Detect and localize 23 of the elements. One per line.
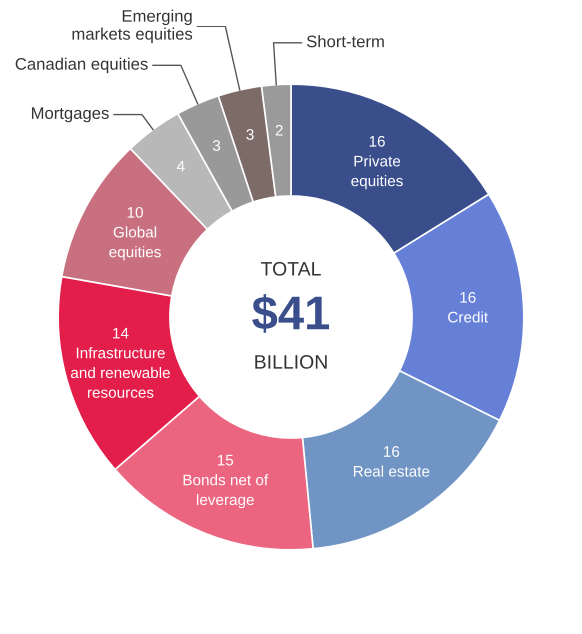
- data-label: 3: [246, 129, 254, 140]
- text: $41: [252, 294, 330, 333]
- slice-label: Global equities: [109, 226, 161, 260]
- slice-label: Credit: [448, 311, 488, 323]
- slice-label: Bonds net of leverage: [184, 474, 268, 508]
- slice-label: Mortgages: [32, 107, 109, 122]
- data-label: 16: [370, 136, 385, 147]
- data-label: 2: [276, 124, 283, 136]
- data-label: 3: [212, 140, 220, 151]
- data-label: 15: [218, 454, 234, 466]
- slice-label: Private equities: [351, 155, 403, 190]
- data-label: 10: [128, 206, 143, 218]
- data-label: 16: [384, 446, 400, 457]
- text: TOTAL: [260, 262, 321, 276]
- slice-label: Short-term: [306, 35, 384, 48]
- slice-label: Infrastructure and renewable resources: [71, 347, 170, 398]
- text: BILLION: [255, 355, 327, 369]
- data-label: 16: [460, 292, 476, 303]
- slice-label: Canadian equities: [16, 58, 148, 74]
- slice-label: Real estate: [354, 466, 430, 477]
- data-label: 4: [176, 160, 185, 172]
- data-label: 14: [113, 328, 129, 338]
- slice-label: Emerging markets equities: [72, 10, 192, 44]
